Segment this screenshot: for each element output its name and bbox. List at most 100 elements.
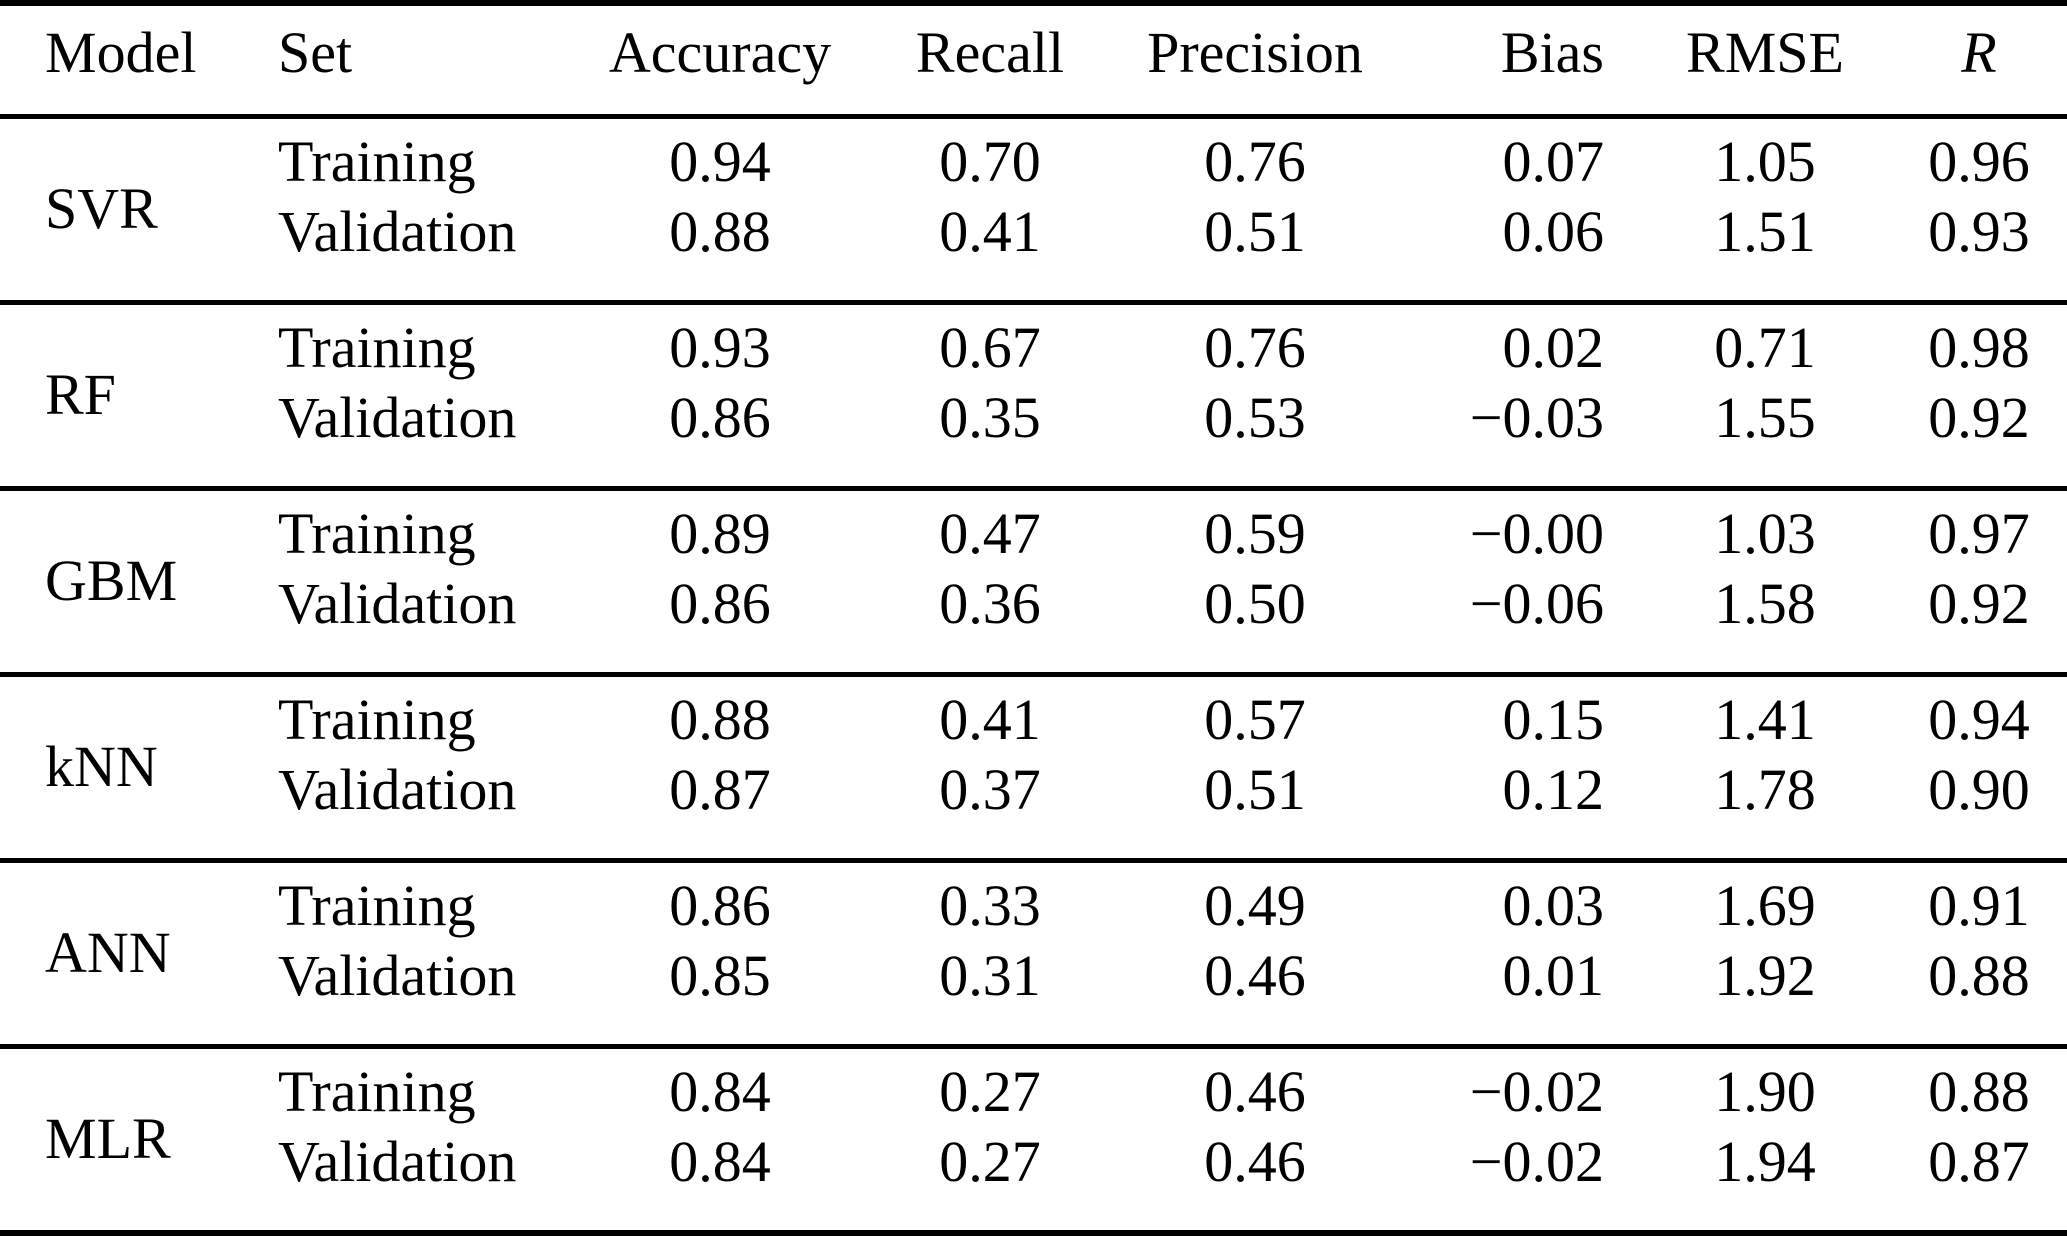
accuracy-cell: 0.86 [669, 385, 771, 450]
set-cell: Validation [278, 757, 517, 822]
validation-row: Validation 0.84 0.27 0.46 −0.02 1.94 0.8… [0, 1127, 2067, 1233]
bias-cell: −0.02 [1469, 1059, 1604, 1124]
recall-cell: 0.70 [939, 129, 1041, 194]
model-name-cell: SVR [45, 175, 158, 241]
recall-cell: 0.33 [939, 873, 1041, 938]
precision-cell: 0.53 [1204, 385, 1306, 450]
recall-cell: 0.31 [939, 943, 1041, 1008]
model-name-cell: MLR [45, 1105, 171, 1171]
set-cell: Training [278, 1059, 476, 1124]
column-header-precision: Precision [1140, 3, 1370, 119]
rmse-cell: 1.41 [1714, 687, 1816, 752]
precision-cell: 0.59 [1204, 501, 1306, 566]
rmse-cell: 1.92 [1714, 943, 1816, 1008]
accuracy-cell: 0.93 [669, 315, 771, 380]
recall-cell: 0.27 [939, 1059, 1041, 1124]
bias-cell: −0.02 [1469, 1129, 1604, 1194]
precision-cell: 0.51 [1204, 757, 1306, 822]
r-cell: 0.98 [1928, 315, 2030, 380]
bias-cell: 0.15 [1502, 687, 1605, 752]
accuracy-cell: 0.84 [669, 1129, 771, 1194]
rmse-cell: 1.78 [1714, 757, 1816, 822]
recall-cell: 0.41 [939, 687, 1041, 752]
rmse-cell: 1.51 [1714, 199, 1816, 264]
set-cell: Training [278, 501, 476, 566]
set-cell: Training [278, 129, 476, 194]
r-cell: 0.88 [1928, 1059, 2030, 1124]
rmse-cell: 1.03 [1714, 501, 1816, 566]
bias-cell: 0.06 [1502, 199, 1605, 264]
r-cell: 0.92 [1928, 385, 2030, 450]
training-row: kNN Training 0.88 0.41 0.57 0.15 1.41 0.… [0, 675, 2067, 799]
validation-row: Validation 0.86 0.35 0.53 −0.03 1.55 0.9… [0, 383, 2067, 489]
training-row: MLR Training 0.84 0.27 0.46 −0.02 1.90 0… [0, 1047, 2067, 1171]
accuracy-cell: 0.84 [669, 1059, 771, 1124]
set-cell: Training [278, 687, 476, 752]
column-header-r: R [1920, 3, 2067, 119]
column-header-set: Set [250, 3, 600, 119]
model-name-cell: kNN [45, 733, 158, 799]
model-group-svr: SVR Training 0.94 0.70 0.76 0.07 1.05 0.… [0, 117, 2067, 303]
bias-cell: 0.01 [1502, 943, 1605, 1008]
rmse-cell: 1.55 [1714, 385, 1816, 450]
precision-cell: 0.51 [1204, 199, 1306, 264]
set-cell: Validation [278, 1129, 517, 1194]
bias-cell: 0.02 [1502, 315, 1605, 380]
recall-cell: 0.36 [939, 571, 1041, 636]
precision-cell: 0.46 [1204, 1059, 1306, 1124]
recall-cell: 0.37 [939, 757, 1041, 822]
column-header-accuracy: Accuracy [600, 3, 840, 119]
validation-row: Validation 0.87 0.37 0.51 0.12 1.78 0.90 [0, 755, 2067, 861]
validation-row: Validation 0.85 0.31 0.46 0.01 1.92 0.88 [0, 941, 2067, 1047]
accuracy-cell: 0.87 [669, 757, 771, 822]
r-cell: 0.88 [1928, 943, 2030, 1008]
accuracy-cell: 0.86 [669, 571, 771, 636]
training-row: ANN Training 0.86 0.33 0.49 0.03 1.69 0.… [0, 861, 2067, 985]
accuracy-cell: 0.86 [669, 873, 771, 938]
precision-cell: 0.76 [1204, 315, 1306, 380]
r-cell: 0.97 [1928, 501, 2030, 566]
set-cell: Training [278, 315, 476, 380]
set-cell: Validation [278, 199, 517, 264]
accuracy-cell: 0.88 [669, 199, 771, 264]
precision-cell: 0.76 [1204, 129, 1306, 194]
training-row: GBM Training 0.89 0.47 0.59 −0.00 1.03 0… [0, 489, 2067, 613]
precision-cell: 0.46 [1204, 943, 1306, 1008]
recall-cell: 0.35 [939, 385, 1041, 450]
table-header-row: Model Set Accuracy Recall Precision Bias… [0, 3, 2067, 119]
model-group-gbm: GBM Training 0.89 0.47 0.59 −0.00 1.03 0… [0, 489, 2067, 675]
recall-cell: 0.47 [939, 501, 1041, 566]
recall-cell: 0.41 [939, 199, 1041, 264]
r-cell: 0.90 [1928, 757, 2030, 822]
accuracy-cell: 0.88 [669, 687, 771, 752]
training-row: SVR Training 0.94 0.70 0.76 0.07 1.05 0.… [0, 117, 2067, 241]
accuracy-cell: 0.89 [669, 501, 771, 566]
validation-row: Validation 0.88 0.41 0.51 0.06 1.51 0.93 [0, 197, 2067, 303]
model-name-cell: RF [45, 361, 116, 427]
rmse-cell: 0.71 [1714, 315, 1816, 380]
set-cell: Training [278, 873, 476, 938]
r-cell: 0.87 [1928, 1129, 2030, 1194]
set-cell: Validation [278, 943, 517, 1008]
column-header-rmse: RMSE [1610, 3, 1920, 119]
precision-cell: 0.46 [1204, 1129, 1306, 1194]
r-cell: 0.96 [1928, 129, 2030, 194]
precision-cell: 0.57 [1204, 687, 1306, 752]
precision-cell: 0.49 [1204, 873, 1306, 938]
recall-cell: 0.67 [939, 315, 1041, 380]
set-cell: Validation [278, 385, 517, 450]
training-row: RF Training 0.93 0.67 0.76 0.02 0.71 0.9… [0, 303, 2067, 427]
bias-cell: 0.07 [1502, 129, 1605, 194]
column-header-model: Model [0, 3, 250, 119]
accuracy-cell: 0.94 [669, 129, 771, 194]
column-header-recall: Recall [840, 3, 1140, 119]
column-header-bias: Bias [1370, 3, 1610, 119]
validation-row: Validation 0.86 0.36 0.50 −0.06 1.58 0.9… [0, 569, 2067, 675]
r-cell: 0.92 [1928, 571, 2030, 636]
bias-cell: −0.03 [1469, 385, 1604, 450]
model-group-knn: kNN Training 0.88 0.41 0.57 0.15 1.41 0.… [0, 675, 2067, 861]
model-group-ann: ANN Training 0.86 0.33 0.49 0.03 1.69 0.… [0, 861, 2067, 1047]
recall-cell: 0.27 [939, 1129, 1041, 1194]
set-cell: Validation [278, 571, 517, 636]
